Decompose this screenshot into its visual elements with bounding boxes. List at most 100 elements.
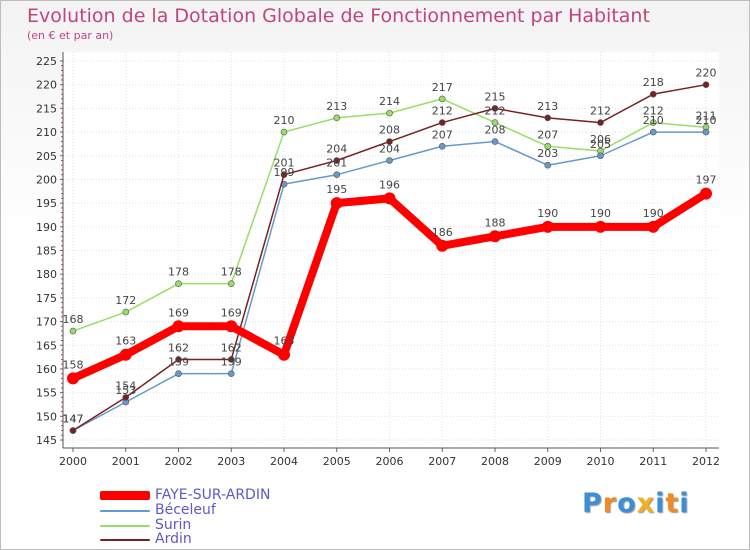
data-point-surin (649, 119, 657, 126)
x-tick-label: 2000 (59, 455, 87, 468)
data-labels: 168 172 178 178 210 213 214 217 212 207 206 212 211 1… (63, 67, 717, 426)
x-tick-label: 2009 (534, 455, 562, 468)
y-tick-label: 200 (36, 173, 57, 186)
data-label-beceleuf: 199 (274, 166, 295, 179)
legend-swatch-surin (100, 524, 150, 527)
data-point-faye (119, 348, 132, 361)
data-point-beceleuf (544, 161, 552, 169)
data-label-beceleuf: 210 (696, 114, 717, 127)
data-label-beceleuf: 207 (432, 128, 453, 141)
data-point-ardin (649, 90, 657, 98)
legend-label-faye: FAYE-SUR-ARDIN (155, 487, 271, 503)
legend-label-ardin: Ardin (155, 531, 192, 547)
data-label-ardin: 220 (696, 67, 717, 80)
proxiti-logo: Proxiti (582, 488, 690, 519)
data-label-faye: 163 (115, 335, 136, 348)
x-tick-label: 2003 (217, 455, 245, 468)
y-tick-label: 195 (36, 197, 57, 210)
x-tick-label: 2010 (587, 455, 615, 468)
data-point-beceleuf (597, 152, 604, 160)
data-label-surin: 206 (590, 133, 611, 146)
data-point-ardin (386, 138, 393, 145)
data-point-beceleuf (386, 157, 393, 164)
data-point-surin (438, 95, 446, 103)
data-label-surin: 172 (115, 294, 136, 307)
data-label-faye: 190 (590, 207, 611, 220)
data-point-faye (67, 372, 79, 385)
legend-swatch-beceleuf (100, 509, 150, 512)
data-point-ardin (702, 81, 710, 88)
data-label-ardin: 215 (485, 90, 506, 103)
data-label-faye: 186 (432, 226, 453, 239)
data-label-surin: 217 (432, 81, 453, 94)
data-label-faye: 169 (221, 306, 242, 319)
data-label-beceleuf: 159 (221, 356, 242, 369)
data-point-ardin (491, 105, 499, 112)
y-tick-label: 155 (36, 387, 57, 400)
y-tick-label: 170 (36, 316, 57, 329)
data-point-faye (594, 220, 607, 233)
data-point-beceleuf (702, 128, 710, 136)
y-tick-label: 190 (36, 221, 57, 234)
data-label-surin: 212 (485, 105, 506, 118)
data-label-surin: 211 (696, 109, 717, 122)
data-point-surin (175, 280, 182, 287)
data-point-ardin (69, 427, 77, 434)
data-point-faye (436, 239, 449, 252)
data-point-beceleuf (649, 128, 657, 136)
data-label-beceleuf: 204 (379, 142, 400, 155)
y-tick-label: 185 (36, 245, 57, 258)
legend-item-beceleuf: Béceleuf (100, 503, 216, 518)
data-point-ardin (544, 114, 552, 122)
x-tick-label: 2011 (639, 455, 667, 468)
data-label-surin: 212 (643, 105, 664, 118)
data-label-faye: 190 (643, 207, 664, 220)
legend-item-ardin: Ardin (100, 532, 192, 547)
legend-item-surin: Surin (100, 518, 191, 533)
y-tick-label: 210 (36, 126, 57, 139)
data-label-beceleuf: 201 (326, 157, 347, 170)
data-point-beceleuf (175, 370, 182, 377)
data-point-faye (700, 187, 712, 200)
data-label-faye: 169 (168, 306, 189, 319)
y-tick-labels: 145 150 155 160 165 170 175 180 185 190 195 200 205 2… (36, 55, 57, 447)
data-label-ardin: 154 (115, 379, 136, 392)
data-point-ardin (175, 356, 182, 363)
data-point-faye (489, 230, 501, 243)
data-label-ardin: 218 (643, 76, 664, 89)
y-tick-label: 175 (36, 292, 57, 305)
data-label-ardin: 212 (590, 105, 611, 118)
data-point-surin (122, 308, 130, 316)
legend-swatch-ardin (100, 538, 150, 541)
legend-item-faye: FAYE-SUR-ARDIN (100, 488, 270, 503)
data-label-beceleuf: 159 (168, 356, 189, 369)
data-label-surin: 214 (379, 95, 400, 108)
data-point-surin (69, 327, 77, 335)
data-point-faye (278, 348, 290, 361)
data-point-ardin (227, 356, 235, 363)
logo-letter: P (582, 488, 603, 519)
data-label-beceleuf: 208 (485, 124, 506, 137)
logo-letter: r (602, 488, 618, 519)
data-label-faye: 190 (537, 207, 558, 220)
data-point-faye (225, 320, 238, 333)
data-label-surin: 178 (168, 266, 189, 279)
data-point-ardin (280, 171, 288, 178)
data-point-ardin (597, 119, 604, 126)
y-tick-label: 220 (36, 79, 57, 92)
data-point-beceleuf (227, 370, 235, 377)
logo-letter: i (655, 488, 666, 519)
y-tick-label: 215 (36, 102, 57, 115)
data-point-faye (541, 220, 554, 233)
data-label-ardin: 162 (168, 341, 189, 354)
data-label-surin: 210 (274, 114, 295, 127)
data-label-ardin: 212 (432, 105, 453, 118)
x-tick-label: 2008 (481, 455, 509, 468)
data-point-ardin (438, 119, 446, 126)
data-point-faye (647, 220, 660, 233)
data-point-surin (280, 128, 288, 136)
data-point-surin (333, 114, 341, 122)
data-label-ardin: 204 (326, 142, 347, 155)
data-label-surin: 213 (326, 100, 347, 113)
series-lines (67, 81, 712, 434)
